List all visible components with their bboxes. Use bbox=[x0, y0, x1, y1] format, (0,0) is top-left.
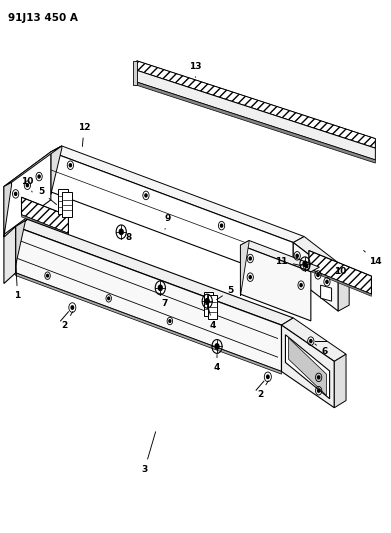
Circle shape bbox=[14, 192, 17, 196]
Polygon shape bbox=[338, 271, 349, 311]
Circle shape bbox=[317, 376, 320, 379]
Polygon shape bbox=[22, 197, 68, 233]
Text: 12: 12 bbox=[78, 124, 90, 147]
Polygon shape bbox=[293, 243, 338, 311]
Circle shape bbox=[38, 175, 40, 178]
Circle shape bbox=[47, 274, 48, 277]
Text: 8: 8 bbox=[121, 232, 132, 241]
Text: 1: 1 bbox=[14, 264, 21, 300]
Text: 7: 7 bbox=[161, 293, 167, 308]
Polygon shape bbox=[285, 335, 330, 399]
Text: 13: 13 bbox=[189, 62, 202, 77]
Text: 5: 5 bbox=[38, 188, 57, 205]
Polygon shape bbox=[4, 146, 62, 187]
Polygon shape bbox=[240, 245, 311, 321]
Circle shape bbox=[169, 320, 171, 322]
Text: 91J13 450 A: 91J13 450 A bbox=[8, 13, 78, 23]
Polygon shape bbox=[14, 220, 27, 274]
Text: 2: 2 bbox=[257, 381, 268, 399]
Text: 4: 4 bbox=[208, 306, 216, 329]
Bar bbox=[62, 192, 72, 217]
Circle shape bbox=[108, 297, 109, 300]
Text: 9: 9 bbox=[165, 214, 171, 229]
Polygon shape bbox=[4, 152, 51, 235]
Bar bbox=[208, 295, 217, 319]
Polygon shape bbox=[240, 240, 319, 272]
Polygon shape bbox=[51, 152, 293, 282]
Circle shape bbox=[158, 285, 162, 290]
Polygon shape bbox=[293, 237, 349, 277]
Text: 11: 11 bbox=[275, 257, 302, 266]
Text: 2: 2 bbox=[61, 311, 73, 329]
Polygon shape bbox=[4, 227, 16, 284]
Circle shape bbox=[26, 184, 29, 187]
Polygon shape bbox=[289, 338, 326, 395]
Circle shape bbox=[249, 257, 251, 260]
Text: 6: 6 bbox=[315, 344, 328, 356]
Text: 10: 10 bbox=[21, 177, 34, 192]
Polygon shape bbox=[16, 273, 282, 374]
Circle shape bbox=[306, 265, 308, 268]
Text: 5: 5 bbox=[217, 286, 234, 300]
Text: 14: 14 bbox=[364, 251, 382, 265]
Polygon shape bbox=[321, 285, 332, 301]
Polygon shape bbox=[240, 240, 249, 296]
Circle shape bbox=[267, 375, 269, 378]
Polygon shape bbox=[137, 82, 375, 163]
Polygon shape bbox=[22, 215, 68, 236]
Polygon shape bbox=[16, 227, 282, 372]
Circle shape bbox=[303, 261, 307, 266]
Polygon shape bbox=[4, 182, 12, 237]
Circle shape bbox=[215, 344, 219, 349]
Polygon shape bbox=[282, 318, 346, 361]
Bar bbox=[204, 292, 213, 316]
Polygon shape bbox=[309, 269, 371, 296]
Circle shape bbox=[69, 164, 72, 167]
Circle shape bbox=[145, 194, 147, 197]
Polygon shape bbox=[16, 220, 293, 325]
Polygon shape bbox=[137, 61, 375, 148]
Polygon shape bbox=[282, 325, 334, 408]
Polygon shape bbox=[51, 146, 62, 195]
Text: 3: 3 bbox=[142, 432, 156, 473]
Circle shape bbox=[317, 273, 319, 277]
Circle shape bbox=[317, 389, 320, 392]
Text: 4: 4 bbox=[214, 354, 220, 372]
Circle shape bbox=[205, 298, 209, 304]
Polygon shape bbox=[334, 354, 346, 408]
Circle shape bbox=[296, 254, 298, 257]
Polygon shape bbox=[133, 61, 137, 85]
Circle shape bbox=[326, 280, 328, 284]
Polygon shape bbox=[137, 70, 375, 160]
Circle shape bbox=[221, 224, 222, 227]
Circle shape bbox=[249, 276, 251, 279]
Circle shape bbox=[71, 306, 74, 309]
Polygon shape bbox=[51, 146, 304, 243]
Circle shape bbox=[119, 229, 123, 235]
Circle shape bbox=[310, 340, 312, 343]
Bar bbox=[58, 189, 68, 214]
Text: 10: 10 bbox=[334, 268, 346, 276]
Polygon shape bbox=[309, 251, 371, 294]
Circle shape bbox=[300, 284, 302, 287]
